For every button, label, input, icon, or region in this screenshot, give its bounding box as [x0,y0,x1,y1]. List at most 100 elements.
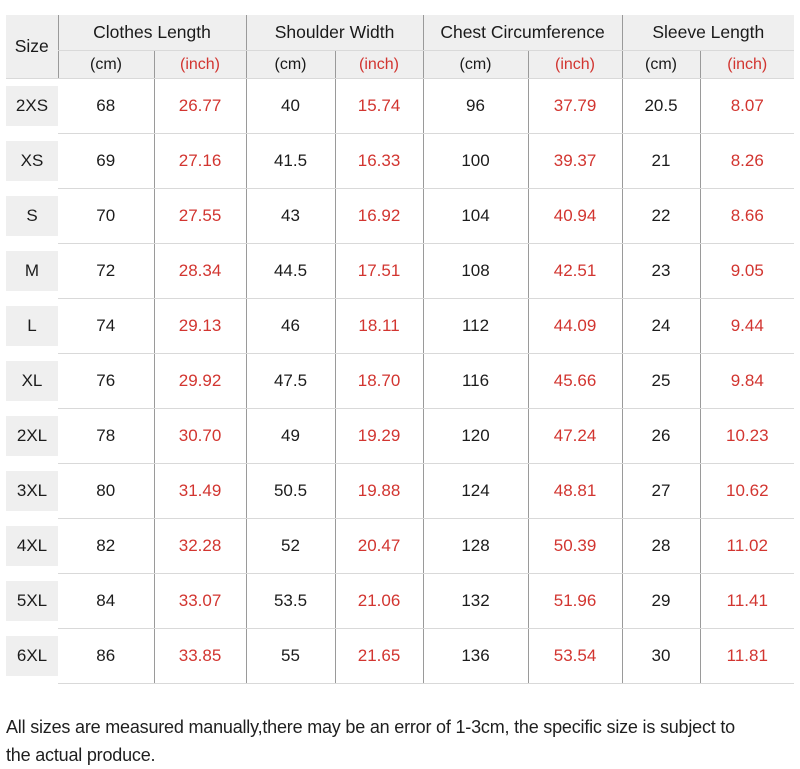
clothes-length-inch-value: 26.77 [154,79,246,134]
size-column-header: Size [6,15,58,79]
chest-circumference-inch-value: 42.51 [528,244,622,299]
sleeve-length-inch-value: 8.66 [700,189,794,244]
sleeve-length-header: Sleeve Length [622,15,794,51]
size-label: 4XL [6,526,58,566]
clothes-length-cm-value: 69 [58,134,154,189]
shoulder-width-cm-value: 40 [246,79,335,134]
shoulder-width-cm-value: 41.5 [246,134,335,189]
shoulder-width-inch-value: 15.74 [335,79,423,134]
sleeve-length-cm-header: (cm) [622,51,700,79]
unit-header-row: (cm) (inch) (cm) (inch) (cm) (inch) (cm)… [6,51,794,79]
size-label: S [6,196,58,236]
shoulder-width-inch-value: 21.06 [335,574,423,629]
clothes-length-cm-value: 84 [58,574,154,629]
sleeve-length-inch-value: 11.41 [700,574,794,629]
chest-circumference-header: Chest Circumference [423,15,622,51]
sleeve-length-cm-value: 28 [622,519,700,574]
size-label: 2XS [6,86,58,126]
sleeve-length-inch-value: 8.07 [700,79,794,134]
clothes-length-inch-value: 32.28 [154,519,246,574]
sleeve-length-inch-value: 8.26 [700,134,794,189]
shoulder-width-inch-value: 18.11 [335,299,423,354]
chest-circumference-cm-value: 120 [423,409,528,464]
clothes-length-cm-value: 72 [58,244,154,299]
table-row: S 70 27.55 43 16.92 104 40.94 22 8.66 [6,189,794,244]
sleeve-length-cm-value: 22 [622,189,700,244]
shoulder-width-cm-value: 55 [246,629,335,684]
chest-circumference-inch-value: 44.09 [528,299,622,354]
size-label: 6XL [6,636,58,676]
sleeve-length-cm-value: 23 [622,244,700,299]
clothes-length-cm-value: 76 [58,354,154,409]
table-row: 5XL 84 33.07 53.5 21.06 132 51.96 29 11.… [6,574,794,629]
chest-circumference-cm-value: 136 [423,629,528,684]
clothes-length-inch-value: 33.85 [154,629,246,684]
sleeve-length-cm-value: 21 [622,134,700,189]
shoulder-width-inch-value: 19.88 [335,464,423,519]
sleeve-length-cm-value: 25 [622,354,700,409]
chest-circumference-inch-header: (inch) [528,51,622,79]
shoulder-width-inch-value: 17.51 [335,244,423,299]
sleeve-length-inch-value: 10.23 [700,409,794,464]
shoulder-width-inch-value: 18.70 [335,354,423,409]
size-table-body: 2XS 68 26.77 40 15.74 96 37.79 20.5 8.07… [6,79,794,684]
shoulder-width-cm-value: 49 [246,409,335,464]
chest-circumference-cm-value: 104 [423,189,528,244]
chest-circumference-inch-value: 51.96 [528,574,622,629]
chest-circumference-inch-value: 45.66 [528,354,622,409]
table-row: XL 76 29.92 47.5 18.70 116 45.66 25 9.84 [6,354,794,409]
table-row: L 74 29.13 46 18.11 112 44.09 24 9.44 [6,299,794,354]
table-header: Size Clothes Length Shoulder Width Chest… [6,15,794,79]
sleeve-length-cm-value: 29 [622,574,700,629]
size-label: 2XL [6,416,58,456]
chest-circumference-cm-value: 96 [423,79,528,134]
clothes-length-inch-value: 28.34 [154,244,246,299]
table-row: 6XL 86 33.85 55 21.65 136 53.54 30 11.81 [6,629,794,684]
shoulder-width-cm-value: 50.5 [246,464,335,519]
chest-circumference-cm-header: (cm) [423,51,528,79]
sleeve-length-inch-value: 9.44 [700,299,794,354]
clothes-length-inch-header: (inch) [154,51,246,79]
table-row: 4XL 82 32.28 52 20.47 128 50.39 28 11.02 [6,519,794,574]
chest-circumference-inch-value: 53.54 [528,629,622,684]
sleeve-length-inch-value: 9.84 [700,354,794,409]
chest-circumference-cm-value: 128 [423,519,528,574]
shoulder-width-cm-value: 44.5 [246,244,335,299]
shoulder-width-cm-value: 47.5 [246,354,335,409]
size-chart: Size Clothes Length Shoulder Width Chest… [6,15,794,769]
size-label: L [6,306,58,346]
table-row: M 72 28.34 44.5 17.51 108 42.51 23 9.05 [6,244,794,299]
clothes-length-inch-value: 30.70 [154,409,246,464]
size-label: 5XL [6,581,58,621]
size-label: XS [6,141,58,181]
sleeve-length-cm-value: 27 [622,464,700,519]
table-row: 2XS 68 26.77 40 15.74 96 37.79 20.5 8.07 [6,79,794,134]
chest-circumference-inch-value: 39.37 [528,134,622,189]
clothes-length-inch-value: 27.16 [154,134,246,189]
shoulder-width-header: Shoulder Width [246,15,423,51]
clothes-length-cm-value: 82 [58,519,154,574]
shoulder-width-inch-value: 19.29 [335,409,423,464]
size-label: M [6,251,58,291]
clothes-length-cm-header: (cm) [58,51,154,79]
chest-circumference-inch-value: 47.24 [528,409,622,464]
measurement-note-line-2: the actual produce. [6,742,794,769]
clothes-length-inch-value: 33.07 [154,574,246,629]
shoulder-width-inch-header: (inch) [335,51,423,79]
shoulder-width-cm-value: 53.5 [246,574,335,629]
sleeve-length-inch-value: 11.81 [700,629,794,684]
clothes-length-cm-value: 86 [58,629,154,684]
clothes-length-cm-value: 68 [58,79,154,134]
table-row: 3XL 80 31.49 50.5 19.88 124 48.81 27 10.… [6,464,794,519]
shoulder-width-cm-header: (cm) [246,51,335,79]
clothes-length-inch-value: 29.13 [154,299,246,354]
clothes-length-inch-value: 29.92 [154,354,246,409]
shoulder-width-inch-value: 21.65 [335,629,423,684]
chest-circumference-cm-value: 100 [423,134,528,189]
sleeve-length-inch-header: (inch) [700,51,794,79]
clothes-length-inch-value: 27.55 [154,189,246,244]
shoulder-width-inch-value: 20.47 [335,519,423,574]
measurement-note: All sizes are measured manually,there ma… [6,714,794,769]
chest-circumference-cm-value: 132 [423,574,528,629]
size-label: 3XL [6,471,58,511]
